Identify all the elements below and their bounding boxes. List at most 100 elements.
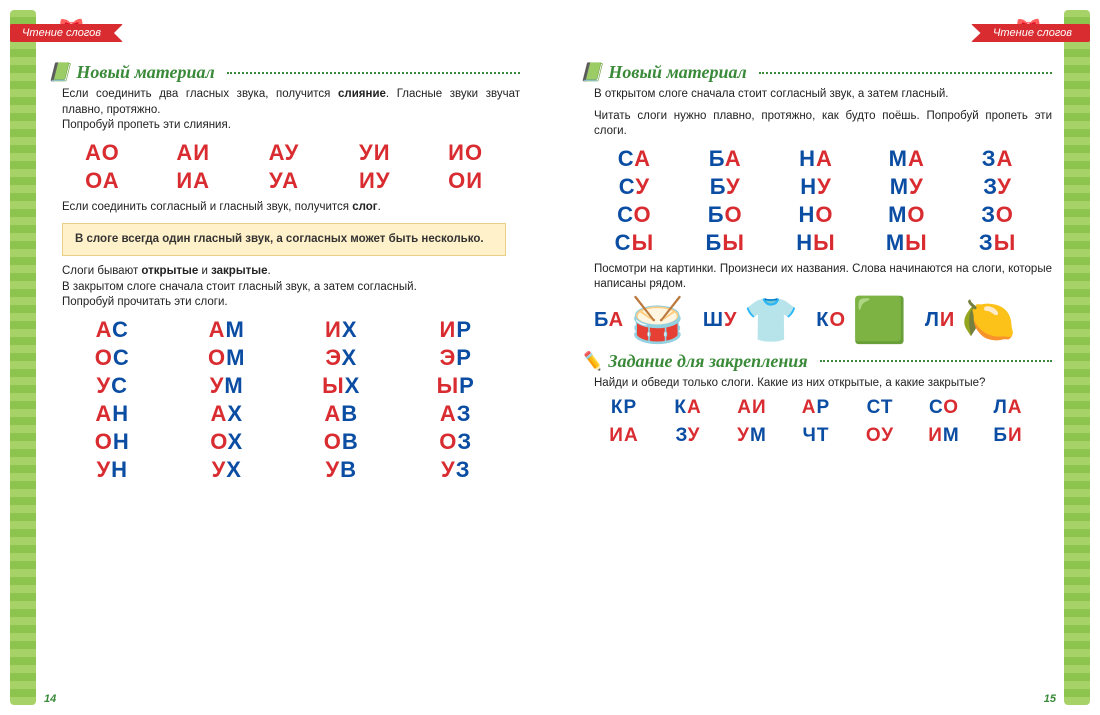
text-pictures: Посмотри на картинки. Произнеси их назва…: [594, 262, 1052, 293]
syllable: АО: [62, 140, 143, 166]
syllable: НУ: [776, 174, 857, 200]
pencil-icon: ✏️: [580, 351, 602, 372]
syllable: ОН: [62, 429, 163, 455]
syllable: ИУ: [334, 168, 415, 194]
syllable: УМ: [722, 425, 782, 447]
syllable: ОМ: [177, 345, 278, 371]
syllable: ИМ: [914, 425, 974, 447]
syllable: УХ: [177, 457, 278, 483]
picture-item: КО 🟩: [816, 299, 907, 343]
syllable: АХ: [177, 401, 278, 427]
picture-image: 🟩: [852, 299, 907, 343]
syllable: ИР: [406, 317, 507, 343]
header-ribbon-left: Чтение слогов: [10, 24, 123, 42]
open-syllables-grid: САБАНАМАЗАСУБУНУМУЗУСОБОНОМОЗОСЫБЫНЫМЫЗЫ: [594, 146, 1038, 256]
syllable: ЗО: [957, 202, 1038, 228]
syllable: УН: [62, 457, 163, 483]
syllable: МА: [866, 146, 947, 172]
header-ribbon-right: Чтение слогов: [971, 24, 1090, 42]
syllable: АВ: [291, 401, 392, 427]
text-open-syllable: В открытом слоге сначала стоит согласный…: [594, 87, 1052, 103]
syllable: БИ: [978, 425, 1038, 447]
text-sliyaniye: Если соединить два гласных звука, получи…: [62, 87, 520, 134]
syllable: ОЗ: [406, 429, 507, 455]
syllable: БЫ: [685, 230, 766, 256]
syllable: ЛА: [978, 397, 1038, 419]
section-title-task: ✏️ Задание для закрепления: [580, 351, 1052, 372]
syllable: АИ: [722, 397, 782, 419]
page-left: 🎀 Чтение слогов 📗 Новый материал Если со…: [0, 0, 550, 715]
syllable: СА: [594, 146, 675, 172]
picture-item: ШУ👕: [703, 299, 798, 343]
section-title-text: Новый материал: [608, 62, 746, 83]
syllable: АИ: [153, 140, 234, 166]
picture-image: 🥁: [630, 299, 685, 343]
syllable: ИА: [153, 168, 234, 194]
syllable: СО: [914, 397, 974, 419]
syllable: МЫ: [866, 230, 947, 256]
syllable: ЗУ: [658, 425, 718, 447]
closed-syllables-grid: АСАМИХИРОСОМЭХЭРУСУМЫХЫРАНАХАВАЗОНОХОВОЗ…: [62, 317, 506, 483]
section-title-text: Новый материал: [76, 62, 214, 83]
picture-item: ЛИ🍋: [925, 299, 1016, 343]
syllable: СУ: [594, 174, 675, 200]
syllable: ОИ: [425, 168, 506, 194]
syllable: ИХ: [291, 317, 392, 343]
picture-syllable: БА: [594, 309, 624, 332]
picture-image: 🍋: [961, 299, 1016, 343]
page-border-left: [10, 10, 36, 705]
syllable: УС: [62, 373, 163, 399]
page-number-left: 14: [44, 693, 56, 705]
syllable: ЗА: [957, 146, 1038, 172]
syllable: УМ: [177, 373, 278, 399]
syllable: АР: [786, 397, 846, 419]
syllable: АС: [62, 317, 163, 343]
syllable: НЫ: [776, 230, 857, 256]
syllable: ОС: [62, 345, 163, 371]
syllable: МО: [866, 202, 947, 228]
picture-item: БА 🥁: [594, 299, 685, 343]
text-slog: Если соединить согласный и гласный звук,…: [62, 200, 520, 216]
book-icon: 📗: [48, 62, 70, 83]
syllable: ЭХ: [291, 345, 392, 371]
section-title-text: Задание для закрепления: [608, 351, 807, 372]
task-syllables-grid: КРКААИАРСТСОЛА ИАЗУУМЧТОУИМБИ: [594, 397, 1038, 447]
syllable: ИА: [594, 425, 654, 447]
syllable: ИО: [425, 140, 506, 166]
text-sing: Читать слоги нужно плавно, протяжно, как…: [594, 109, 1052, 140]
syllable: ОУ: [850, 425, 910, 447]
text-open-closed: Слоги бывают открытые и закрытые.В закры…: [62, 264, 520, 311]
picture-image: 👕: [743, 299, 798, 343]
vowel-pairs-grid: АО АИ АУ УИ ИО ОА ИА УА ИУ ОИ: [62, 140, 506, 194]
picture-syllable: КО: [816, 309, 846, 332]
syllable: АМ: [177, 317, 278, 343]
page-border-right: [1064, 10, 1090, 705]
page-right: 🎀 Чтение слогов 📗 Новый материал В откры…: [550, 0, 1100, 715]
syllable: БУ: [685, 174, 766, 200]
syllable: ЭР: [406, 345, 507, 371]
syllable: ЫХ: [291, 373, 392, 399]
syllable: БО: [685, 202, 766, 228]
syllable: КР: [594, 397, 654, 419]
syllable: ЗЫ: [957, 230, 1038, 256]
syllable: МУ: [866, 174, 947, 200]
syllable: УВ: [291, 457, 392, 483]
syllable: АН: [62, 401, 163, 427]
syllable: ЗУ: [957, 174, 1038, 200]
syllable: УА: [244, 168, 325, 194]
book-icon: 📗: [580, 62, 602, 83]
syllable: ОА: [62, 168, 143, 194]
section-title-new-material-left: 📗 Новый материал: [48, 62, 520, 83]
syllable: СЫ: [594, 230, 675, 256]
syllable: УИ: [334, 140, 415, 166]
text-find-circle: Найди и обведи только слоги. Какие из ни…: [594, 376, 1052, 392]
syllable: АУ: [244, 140, 325, 166]
syllable: КА: [658, 397, 718, 419]
syllable: СТ: [850, 397, 910, 419]
syllable: УЗ: [406, 457, 507, 483]
syllable: БА: [685, 146, 766, 172]
syllable: ЧТ: [786, 425, 846, 447]
syllable: НА: [776, 146, 857, 172]
syllable: НО: [776, 202, 857, 228]
picture-syllable: ШУ: [703, 309, 738, 332]
